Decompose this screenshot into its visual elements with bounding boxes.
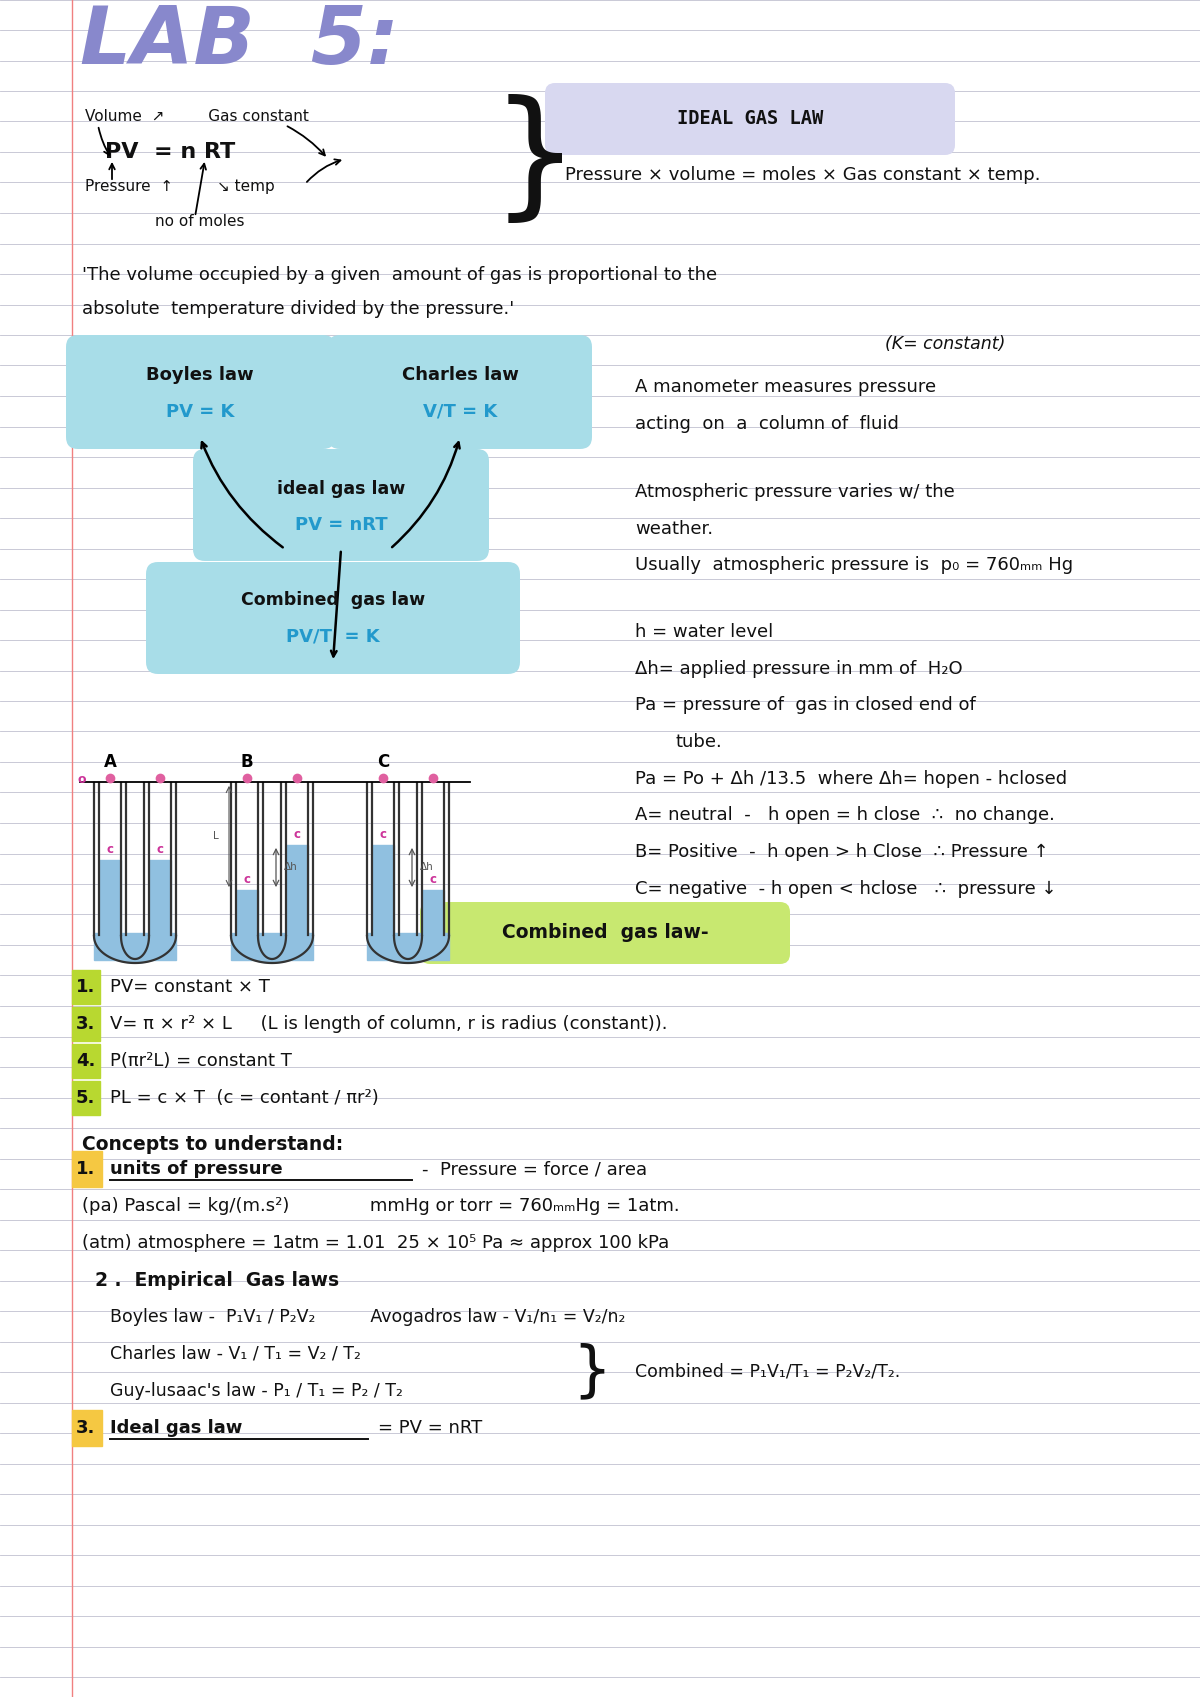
Text: 1.: 1.: [76, 1161, 95, 1178]
FancyBboxPatch shape: [420, 903, 790, 964]
Text: Usually  atmospheric pressure is  p₀ = 760ₘₘ Hg: Usually atmospheric pressure is p₀ = 760…: [635, 557, 1073, 574]
Bar: [100, 860, 121, 935]
Text: PV/T  = K: PV/T = K: [286, 628, 380, 647]
Text: weather.: weather.: [635, 519, 713, 538]
Text: Charles law: Charles law: [402, 367, 518, 384]
Text: PV  = n RT: PV = n RT: [106, 143, 235, 161]
Text: 3.: 3.: [76, 1015, 95, 1033]
Polygon shape: [230, 937, 313, 962]
Text: Guy-lusaac's law - P₁ / T₁ = P₂ / T₂: Guy-lusaac's law - P₁ / T₁ = P₂ / T₂: [110, 1381, 403, 1400]
Bar: [72, 1044, 100, 1078]
Text: Volume  ↗         Gas constant: Volume ↗ Gas constant: [85, 110, 308, 124]
Text: Concepts to understand:: Concepts to understand:: [82, 1135, 343, 1154]
Text: LAB  5:: LAB 5:: [80, 3, 400, 81]
Text: acting  on  a  column of  fluid: acting on a column of fluid: [635, 416, 899, 433]
Text: Pressure × volume = moles × Gas constant × temp.: Pressure × volume = moles × Gas constant…: [565, 166, 1040, 183]
Text: (K= constant): (K= constant): [884, 334, 1006, 353]
Text: 'The volume occupied by a given  amount of gas is proportional to the: 'The volume occupied by a given amount o…: [82, 266, 718, 283]
Bar: [367, 933, 449, 961]
FancyBboxPatch shape: [193, 450, 490, 562]
Text: PV= constant × T: PV= constant × T: [110, 977, 270, 996]
Text: B= Positive  -  h open > h Close  ∴ Pressure ↑: B= Positive - h open > h Close ∴ Pressur…: [635, 843, 1049, 860]
Text: 3.: 3.: [76, 1419, 95, 1437]
Text: 1.: 1.: [76, 977, 95, 996]
Text: Pa = pressure of  gas in closed end of: Pa = pressure of gas in closed end of: [635, 696, 976, 714]
Text: IDEAL GAS LAW: IDEAL GAS LAW: [677, 110, 823, 129]
Text: Pa = Po + Δh /13.5  where Δh= hopen - hclosed: Pa = Po + Δh /13.5 where Δh= hopen - hcl…: [635, 770, 1067, 787]
Text: Ideal gas law: Ideal gas law: [110, 1419, 242, 1437]
FancyBboxPatch shape: [146, 562, 520, 674]
Text: A= neutral  -   h open = h close  ∴  no change.: A= neutral - h open = h close ∴ no chang…: [635, 806, 1055, 825]
Text: h = water level: h = water level: [635, 623, 773, 641]
Polygon shape: [367, 937, 449, 962]
Bar: [286, 845, 308, 935]
Text: Combined  gas law-: Combined gas law-: [502, 923, 708, 942]
Text: (pa) Pascal = kg/(m.s²)              mmHg or torr = 760ₘₘHg = 1atm.: (pa) Pascal = kg/(m.s²) mmHg or torr = 7…: [82, 1196, 679, 1215]
Bar: [72, 1151, 102, 1186]
Text: c: c: [244, 872, 251, 886]
Text: C= negative  - h open < hclose   ∴  pressure ↓: C= negative - h open < hclose ∴ pressure…: [635, 881, 1057, 898]
Text: PL = c × T  (c = contant / πr²): PL = c × T (c = contant / πr²): [110, 1089, 379, 1106]
Text: c: c: [430, 872, 437, 886]
Text: Combined = P₁V₁/T₁ = P₂V₂/T₂.: Combined = P₁V₁/T₁ = P₂V₂/T₂.: [635, 1363, 900, 1381]
Text: ideal gas law: ideal gas law: [277, 480, 406, 497]
Text: c: c: [107, 843, 114, 855]
Text: PV = K: PV = K: [166, 402, 234, 421]
Text: Boyles law: Boyles law: [146, 367, 254, 384]
Text: c: c: [156, 843, 163, 855]
Text: c: c: [294, 828, 300, 842]
FancyBboxPatch shape: [66, 334, 335, 450]
Bar: [72, 1410, 102, 1446]
FancyBboxPatch shape: [545, 83, 955, 154]
Text: V= π × r² × L     (L is length of column, r is radius (constant)).: V= π × r² × L (L is length of column, r …: [110, 1015, 667, 1033]
Text: C: C: [377, 753, 389, 770]
Text: A: A: [103, 753, 116, 770]
Text: Atmospheric pressure varies w/ the: Atmospheric pressure varies w/ the: [635, 484, 955, 501]
Text: Pressure  ↑         ↘ temp: Pressure ↑ ↘ temp: [85, 180, 275, 195]
Text: B: B: [241, 753, 253, 770]
Text: V/T = K: V/T = K: [422, 402, 497, 421]
Text: 5.: 5.: [76, 1089, 95, 1106]
Text: P(πr²L) = constant T: P(πr²L) = constant T: [110, 1052, 292, 1071]
Bar: [72, 971, 100, 1005]
Text: Δh: Δh: [284, 862, 298, 872]
Text: Δh= applied pressure in mm of  H₂O: Δh= applied pressure in mm of H₂O: [635, 660, 962, 679]
Bar: [422, 889, 444, 935]
Text: absolute  temperature divided by the pressure.': absolute temperature divided by the pres…: [82, 300, 515, 317]
Bar: [94, 933, 176, 961]
Text: Δh: Δh: [420, 862, 433, 872]
FancyBboxPatch shape: [328, 334, 592, 450]
Text: 4.: 4.: [76, 1052, 95, 1071]
Text: Combined  gas law: Combined gas law: [241, 591, 425, 609]
Text: }: }: [572, 1342, 612, 1402]
Text: PV = nRT: PV = nRT: [295, 516, 388, 535]
Text: units of pressure: units of pressure: [110, 1161, 283, 1178]
Text: o: o: [78, 774, 86, 786]
Text: (atm) atmosphere = 1atm = 1.01  25 × 10⁵ Pa ≈ approx 100 kPa: (atm) atmosphere = 1atm = 1.01 25 × 10⁵ …: [82, 1234, 670, 1252]
Bar: [236, 889, 258, 935]
Text: no of moles: no of moles: [155, 214, 245, 229]
Text: L: L: [214, 832, 220, 842]
Text: }: }: [491, 95, 580, 229]
Bar: [72, 1081, 100, 1115]
Bar: [372, 845, 394, 935]
Polygon shape: [94, 937, 176, 962]
Text: Charles law - V₁ / T₁ = V₂ / T₂: Charles law - V₁ / T₁ = V₂ / T₂: [110, 1346, 361, 1363]
Bar: [149, 860, 172, 935]
Text: -  Pressure = force / area: - Pressure = force / area: [422, 1161, 647, 1178]
Text: Boyles law -  P₁V₁ / P₂V₂          Avogadros law - V₁/n₁ = V₂/n₂: Boyles law - P₁V₁ / P₂V₂ Avogadros law -…: [110, 1308, 625, 1325]
Bar: [72, 1006, 100, 1040]
Text: c: c: [379, 828, 386, 842]
Text: 2 .  Empirical  Gas laws: 2 . Empirical Gas laws: [82, 1271, 340, 1290]
Bar: [230, 933, 313, 961]
Text: A manometer measures pressure: A manometer measures pressure: [635, 378, 936, 395]
Text: tube.: tube.: [674, 733, 721, 752]
Text: = PV = nRT: = PV = nRT: [378, 1419, 482, 1437]
